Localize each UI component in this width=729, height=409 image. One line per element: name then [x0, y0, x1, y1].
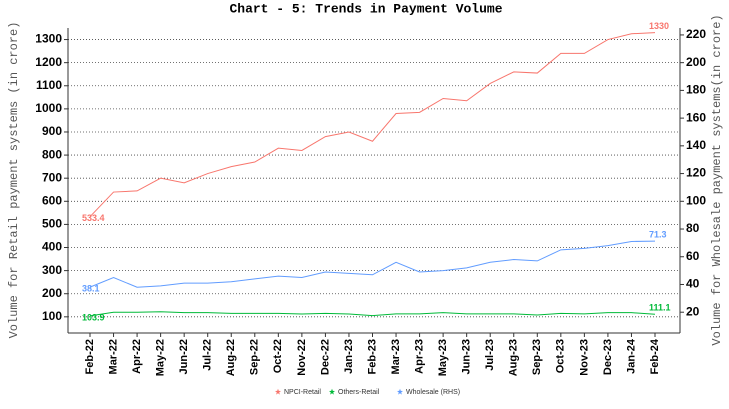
legend-label: Wholesale (RHS) [406, 389, 460, 396]
y2-tick-label: 40 [686, 277, 700, 291]
x-tick-label: Aug-22 [225, 339, 237, 376]
value-label: 1330 [649, 21, 669, 31]
y-tick-label: 1000 [35, 101, 62, 115]
x-tick-label: Jan-24 [625, 338, 637, 374]
series-line [89, 32, 656, 218]
x-tick-label: Aug-23 [508, 339, 520, 376]
legend-label: Others-Retail [338, 389, 380, 396]
x-tick-label: Dec-22 [319, 339, 331, 375]
x-tick-label: Oct-22 [272, 339, 284, 373]
x-tick-label: Oct-23 [555, 339, 567, 373]
y-tick-label: 1100 [36, 78, 62, 92]
y2-tick-label: 140 [686, 138, 706, 152]
y-tick-label: 200 [42, 286, 62, 300]
y2-tick-label: 180 [686, 83, 706, 97]
chart-title: Chart - 5: Trends in Payment Volume [229, 1, 502, 16]
x-tick-label: Feb-24 [649, 338, 661, 374]
legend-marker [275, 388, 281, 395]
value-label: 38.1 [82, 283, 100, 293]
x-tick-label: Dec-23 [602, 339, 614, 375]
x-tick-label: Jun-23 [461, 339, 473, 374]
y-tick-label: 400 [42, 240, 62, 254]
y-tick-label: 300 [42, 263, 62, 277]
y-tick-label: 500 [42, 217, 62, 231]
series-line [89, 240, 656, 288]
y-tick-label: 600 [42, 193, 62, 207]
y2-tick-label: 120 [686, 166, 706, 180]
y2-tick-label: 220 [686, 27, 706, 41]
legend-marker [329, 388, 335, 395]
x-tick-label: Apr-23 [413, 339, 425, 374]
legend-marker [397, 388, 403, 395]
value-label: 533.4 [82, 213, 105, 223]
x-tick-label: Feb-22 [84, 339, 96, 374]
value-label: 71.3 [649, 229, 667, 239]
y-tick-label: 700 [42, 170, 62, 184]
y-tick-label: 1200 [35, 55, 62, 69]
x-tick-label: Mar-22 [107, 339, 119, 374]
value-label: 103.9 [82, 312, 105, 322]
value-label: 111.1 [649, 303, 671, 313]
x-tick-label: Nov-23 [578, 339, 590, 376]
y-tick-label: 100 [42, 309, 62, 323]
x-tick-label: Mar-23 [390, 339, 402, 374]
y2-tick-label: 160 [686, 110, 706, 124]
y2-tick-label: 60 [686, 249, 700, 263]
series-line [89, 311, 656, 317]
x-tick-label: Feb-23 [366, 339, 378, 374]
x-tick-label: Sep-22 [249, 339, 261, 375]
x-tick-label: Jan-23 [343, 339, 355, 374]
x-tick-label: Jul-22 [202, 339, 214, 371]
x-tick-label: May-22 [155, 339, 167, 376]
y-tick-label: 800 [42, 147, 62, 161]
y-tick-label: 900 [42, 124, 62, 138]
x-tick-label: Nov-22 [296, 339, 308, 376]
x-tick-label: Jun-22 [178, 339, 190, 374]
x-tick-label: Jul-23 [484, 339, 496, 371]
legend-label: NPCI-Retail [284, 389, 321, 396]
x-tick-label: Apr-22 [131, 339, 143, 374]
x-tick-label: May-23 [437, 339, 449, 376]
y2-tick-label: 20 [686, 304, 700, 318]
y-tick-label: 1300 [35, 32, 62, 46]
y2-tick-label: 200 [686, 55, 706, 69]
x-tick-label: Sep-23 [531, 339, 543, 375]
y2-axis-title: Volume for Wholesale payment systems(in … [710, 14, 724, 345]
y2-tick-label: 100 [686, 193, 706, 207]
y-axis-title: Volume for Retail payment systems (in cr… [7, 22, 21, 339]
y2-tick-label: 80 [686, 221, 700, 235]
